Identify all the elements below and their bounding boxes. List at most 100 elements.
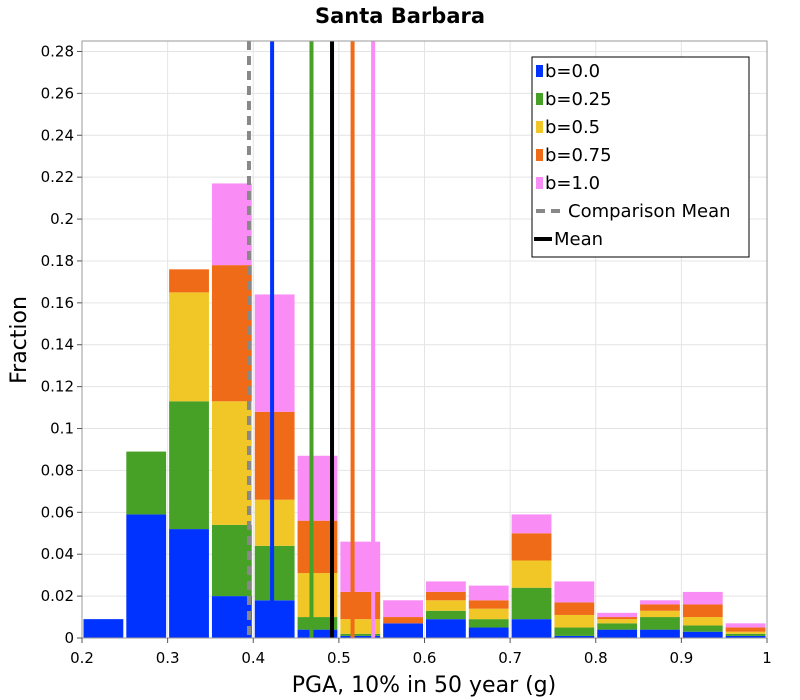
y-tick-label: 0.16 [41, 294, 74, 312]
bar-segment [511, 587, 552, 620]
bar-segment [682, 625, 723, 632]
y-tick-label: 0.14 [41, 336, 74, 354]
legend-label: b=0.5 [545, 117, 600, 138]
bar-segment [254, 294, 295, 412]
bar-segment [725, 623, 766, 628]
bar-segment [468, 619, 509, 628]
legend-label: b=0.25 [545, 89, 612, 110]
y-tick-label: 0.18 [41, 252, 74, 270]
bar-segment [211, 183, 252, 266]
y-tick-label: 0.2 [50, 210, 74, 228]
legend-label: b=1.0 [545, 173, 600, 194]
y-tick-label: 0.24 [41, 126, 74, 144]
x-axis-ticks: 0.2 0.3 0.4 0.5 0.6 0.7 0.8 0.9 1 [70, 638, 772, 667]
x-tick-label: 0.2 [70, 649, 94, 667]
bar-segment [468, 608, 509, 620]
bar-segment [554, 627, 595, 636]
bar-segment [169, 529, 209, 638]
y-axis-ticks: 0 0.02 0.04 0.06 0.08 0.1 0.12 0.14 0.16 0.18 0.2 0… [41, 42, 82, 647]
legend-box [531, 56, 750, 258]
bar-segment [383, 623, 423, 638]
legend-label: b=0.0 [545, 61, 600, 82]
bar-segment [254, 411, 295, 500]
bar-segment [554, 635, 595, 638]
bar-segment [597, 617, 638, 620]
x-tick-label: 0.9 [669, 649, 693, 667]
legend: b=0.0 b=0.25 b=0.5 b=0.75 b=1.0 Comparison Me… [531, 56, 750, 258]
legend-label: Mean [554, 229, 603, 250]
bar-segment [169, 292, 209, 402]
y-tick-label: 0.04 [41, 545, 74, 563]
bar-segment [426, 610, 466, 620]
x-tick-label: 0.6 [413, 649, 437, 667]
bar-segment [725, 627, 766, 632]
bar-segment [211, 401, 252, 525]
bar-segment [126, 451, 167, 515]
bar-segment [640, 610, 680, 618]
bar-segment [640, 617, 680, 630]
bar-segment [554, 614, 595, 628]
bar-segment [254, 499, 295, 546]
bar-segment [682, 617, 723, 626]
bar-segment [297, 629, 338, 638]
y-tick-label: 0 [64, 629, 74, 647]
bar-segment [597, 623, 638, 630]
chart-title: Santa Barbara [315, 4, 485, 28]
bar-segment [597, 612, 638, 618]
x-tick-label: 0.4 [241, 649, 265, 667]
bar-segment [126, 514, 167, 638]
bar-segment [340, 633, 381, 636]
bar-segment [468, 627, 509, 638]
bar-segment [597, 629, 638, 638]
x-axis-label: PGA, 10% in 50 year (g) [292, 673, 556, 698]
y-tick-label: 0.06 [41, 503, 74, 521]
bar-segment [640, 604, 680, 611]
bar-segment [640, 600, 680, 605]
bar-segment [254, 545, 295, 601]
bar-segment [725, 631, 766, 634]
bar-segment [211, 596, 252, 638]
bar-segment [511, 514, 552, 534]
bar-segment [640, 629, 680, 638]
bar-segment [597, 619, 638, 624]
legend-label: b=0.75 [545, 145, 612, 166]
bar-segment [169, 269, 209, 293]
x-tick-label: 1 [762, 649, 772, 667]
legend-swatch [536, 121, 543, 133]
y-tick-label: 0.22 [41, 168, 74, 186]
bar-segment [211, 265, 252, 402]
legend-label: Comparison Mean [568, 201, 731, 222]
bar-segment [511, 533, 552, 561]
legend-swatch [536, 65, 543, 77]
bar-segment [297, 617, 338, 630]
bar-segment [426, 591, 466, 601]
stacked-bars [83, 183, 766, 638]
bar-segment [682, 631, 723, 638]
bar-segment [682, 604, 723, 618]
y-tick-label: 0.28 [41, 42, 74, 60]
y-tick-label: 0.12 [41, 378, 74, 396]
bar-segment [254, 600, 295, 638]
bar-segment [383, 600, 423, 618]
bar-segment [511, 619, 552, 638]
legend-swatch [536, 177, 543, 189]
bar-segment [511, 560, 552, 588]
bar-segment [169, 401, 209, 530]
y-tick-label: 0.08 [41, 461, 74, 479]
bar-segment [554, 602, 595, 615]
mean-lines [246, 41, 376, 638]
bar-segment [725, 633, 766, 636]
bar-segment [340, 619, 381, 634]
bar-segment [426, 600, 466, 611]
bar-segment [211, 524, 252, 597]
bar-segment [340, 635, 381, 638]
y-tick-label: 0.02 [41, 587, 74, 605]
y-tick-label: 0.1 [50, 420, 74, 438]
y-tick-label: 0.26 [41, 84, 74, 102]
bar-segment [383, 617, 423, 624]
bar-segment [468, 600, 509, 609]
bar-segment [468, 585, 509, 601]
bar-segment [426, 581, 466, 592]
legend-swatch [536, 149, 543, 161]
